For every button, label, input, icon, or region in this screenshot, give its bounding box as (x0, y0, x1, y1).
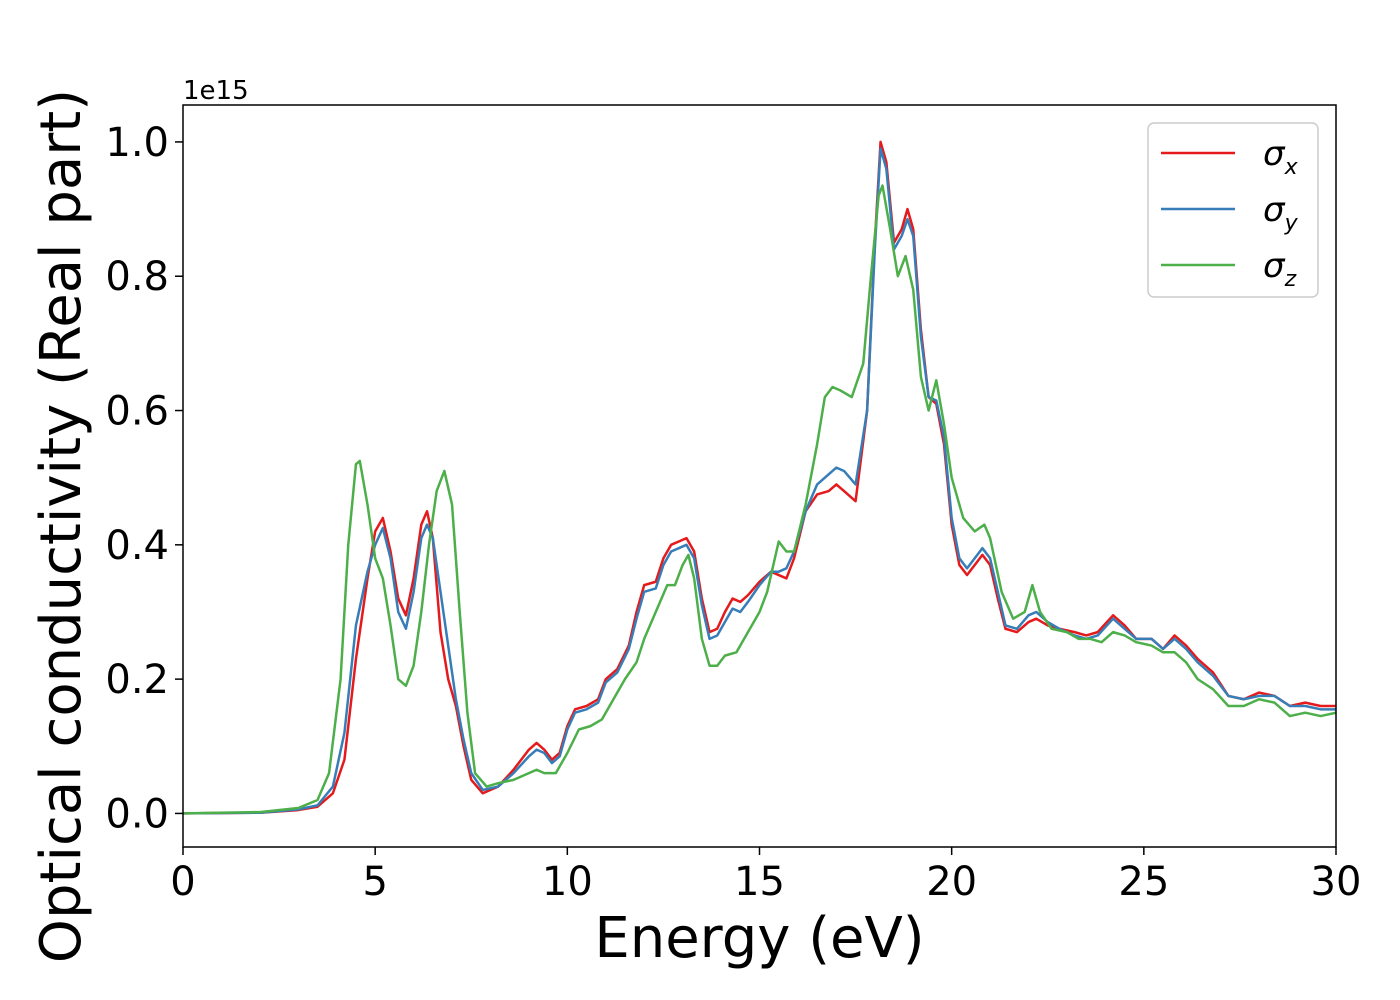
x-tick-label: 10 (542, 859, 593, 905)
x-tick-label: 0 (170, 859, 195, 905)
series-line-x (183, 140, 1336, 815)
y-offset-label: 1e15 (183, 76, 249, 106)
series-layer (183, 140, 1336, 815)
series-line-z (183, 184, 1336, 815)
y-tick-label: 0.2 (105, 657, 169, 703)
x-axis: 0 5 10 15 20 25 30 (170, 847, 1361, 905)
y-tick-label: 0.4 (105, 523, 169, 569)
x-tick-label: 15 (734, 859, 785, 905)
y-axis: 0.0 0.2 0.4 0.6 0.8 1.0 (105, 120, 183, 837)
x-axis-title: Energy (eV) (594, 906, 924, 971)
x-tick-label: 5 (362, 859, 387, 905)
y-tick-label: 0.6 (105, 389, 169, 435)
x-tick-label: 30 (1311, 859, 1362, 905)
x-tick-label: 25 (1118, 859, 1169, 905)
y-tick-label: 1.0 (105, 120, 169, 166)
x-tick-label: 20 (926, 859, 977, 905)
y-tick-label: 0.0 (105, 791, 169, 837)
y-tick-label: 0.8 (105, 254, 169, 300)
y-axis-title: Optical conductivity (Real part) (29, 89, 94, 963)
